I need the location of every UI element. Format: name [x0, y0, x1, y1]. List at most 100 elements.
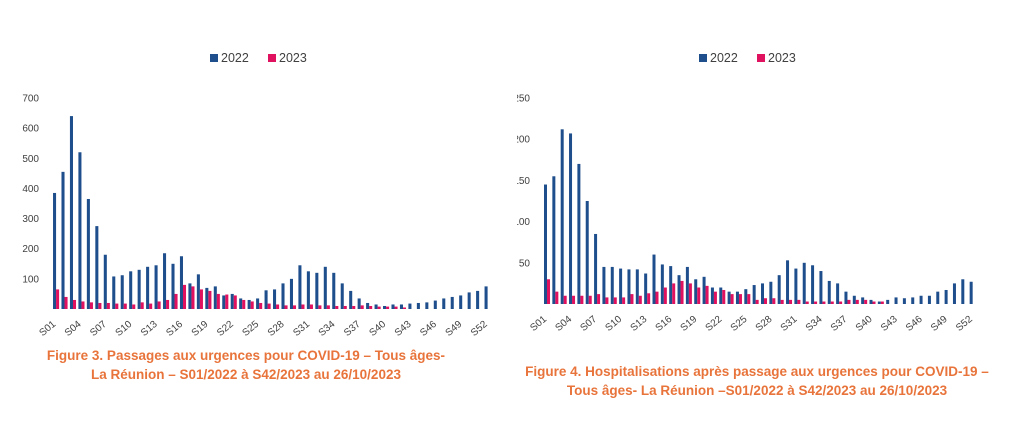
- bar-2022-S32: [315, 272, 319, 309]
- bar-2023-S29: [780, 299, 784, 304]
- bar-2022-S11: [627, 269, 631, 304]
- bar-2023-S17: [191, 286, 195, 309]
- bar-2023-S22: [233, 295, 237, 309]
- y-tick-label: 300: [22, 214, 39, 225]
- x-tick-label: S25: [729, 314, 750, 334]
- x-tick-label: S19: [679, 314, 700, 334]
- bar-2023-S27: [276, 304, 280, 309]
- bar-2022-S13: [644, 273, 648, 304]
- x-tick-label: S52: [954, 314, 975, 334]
- y-tick-label: 200: [517, 135, 530, 146]
- bar-2023-S25: [747, 294, 751, 304]
- x-tick-label: S28: [754, 314, 775, 334]
- bar-2022-S22: [230, 293, 234, 309]
- y-tick-label: 700: [22, 94, 39, 105]
- bar-2022-S02: [61, 171, 65, 309]
- bar-2022-S43: [408, 303, 412, 309]
- bar-2022-S17: [188, 283, 192, 309]
- bar-2022-S30: [298, 265, 302, 309]
- bar-2023-S12: [638, 295, 642, 304]
- x-tick-label: S37: [342, 319, 363, 339]
- bar-2022-S51: [476, 290, 480, 309]
- bar-2023-S15: [174, 293, 178, 309]
- bar-2022-S30: [786, 260, 790, 304]
- x-tick-label: S04: [63, 319, 84, 339]
- caption-line-1: Figure 4. Hospitalisations après passage…: [525, 364, 989, 379]
- x-tick-label: S46: [418, 319, 439, 339]
- bar-2022-S37: [357, 298, 361, 309]
- bar-2022-S37: [844, 291, 848, 304]
- bar-2023-S20: [216, 293, 220, 309]
- x-tick-label: S31: [779, 314, 800, 334]
- bar-2023-S30: [301, 304, 305, 309]
- bar-2022-S29: [289, 278, 293, 309]
- bar-2022-S49: [944, 289, 948, 304]
- bar-2022-S19: [694, 279, 698, 304]
- bar-2023-S23: [730, 294, 734, 304]
- bar-2022-S10: [129, 271, 133, 309]
- y-tick-label: 500: [22, 154, 39, 165]
- x-tick-label: S22: [215, 319, 236, 339]
- bar-2022-S46: [919, 295, 923, 304]
- bar-2023-S02: [64, 296, 68, 309]
- bar-2023-S04: [572, 295, 576, 304]
- bar-2023-S12: [149, 303, 153, 309]
- bar-2023-S16: [672, 283, 676, 304]
- bar-2023-S36: [352, 305, 356, 309]
- x-tick-label: S10: [114, 319, 135, 339]
- bar-2022-S14: [652, 254, 656, 304]
- bar-2022-S35: [827, 280, 831, 304]
- bar-2023-S03: [563, 295, 567, 304]
- bar-2022-S09: [120, 275, 124, 309]
- bar-2022-S45: [425, 302, 429, 309]
- bar-2022-S45: [911, 297, 915, 304]
- legend-label-2022: 2022: [710, 51, 738, 65]
- bar-2022-S20: [213, 286, 217, 309]
- bar-2023-S15: [663, 287, 667, 304]
- x-tick-label: S37: [829, 314, 850, 334]
- x-tick-label: S10: [604, 314, 625, 334]
- bar-2023-S39: [377, 306, 381, 309]
- bar-2022-S20: [702, 276, 706, 304]
- bar-2023-S41: [394, 306, 398, 309]
- x-tick-label: S22: [704, 314, 725, 334]
- caption-line-1: Figure 3. Passages aux urgences pour COV…: [46, 348, 446, 363]
- bar-2022-S34: [332, 272, 336, 309]
- x-tick-label: S49: [929, 314, 950, 334]
- bar-2022-S26: [752, 285, 756, 304]
- x-tick-label: S01: [528, 314, 549, 334]
- bar-2023-S17: [680, 280, 684, 304]
- bar-2023-S27: [764, 298, 768, 304]
- bar-2023-S01: [56, 289, 60, 309]
- bar-2022-S16: [669, 266, 673, 304]
- bar-2023-S08: [605, 297, 609, 304]
- bar-2023-S35: [343, 305, 347, 309]
- y-tick-label: 400: [22, 184, 39, 195]
- bar-2023-S11: [630, 294, 634, 304]
- bar-2023-S30: [789, 299, 793, 304]
- y-tick-label: 600: [22, 124, 39, 135]
- bar-2022-S27: [761, 283, 764, 304]
- bar-2022-S11: [137, 269, 141, 309]
- bar-2022-S44: [416, 302, 420, 309]
- x-tick-label: S43: [393, 319, 414, 339]
- bar-2023-S35: [830, 301, 834, 304]
- bar-2022-S49: [459, 295, 463, 309]
- bar-2023-S07: [106, 302, 110, 309]
- bar-2023-S05: [580, 295, 584, 304]
- bar-2022-S03: [69, 116, 73, 309]
- bar-2022-S34: [819, 271, 823, 304]
- bar-2022-S42: [886, 299, 890, 304]
- bar-2023-S18: [199, 289, 203, 309]
- bar-2022-S35: [340, 283, 344, 309]
- x-tick-label: S16: [164, 319, 185, 339]
- bar-2022-S15: [660, 264, 664, 304]
- bar-2023-S09: [123, 303, 127, 309]
- chart-panel-fig4: 50100150200250S01S04S07S10S13S16S19S22S2…: [517, 0, 1034, 442]
- bar-2023-S28: [772, 298, 776, 304]
- bar-2023-S42: [402, 307, 407, 309]
- bar-2022-S18: [196, 274, 200, 309]
- bar-2022-S06: [585, 201, 589, 304]
- bar-2022-S03: [560, 129, 564, 304]
- bar-2023-S10: [132, 304, 136, 309]
